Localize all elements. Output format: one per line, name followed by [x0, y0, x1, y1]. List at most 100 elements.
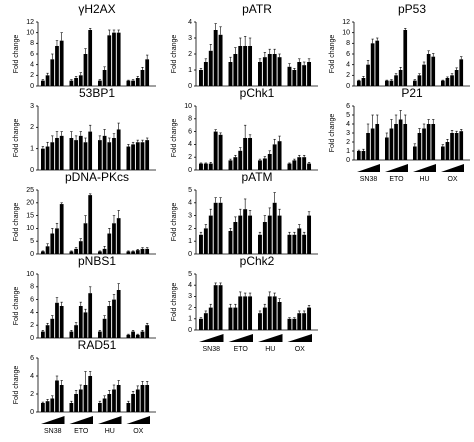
bar — [292, 160, 297, 170]
dose-wedge — [413, 164, 436, 172]
bar — [213, 131, 218, 170]
bar — [292, 234, 297, 254]
group-label: ETO — [74, 428, 89, 435]
bar — [98, 140, 102, 170]
y-tick-label: 6 — [30, 355, 34, 362]
bar — [431, 56, 436, 86]
dose-wedge — [199, 334, 224, 342]
y-tick-label: 10 — [26, 30, 34, 37]
bar — [102, 248, 107, 254]
bar — [248, 296, 253, 330]
bar — [145, 385, 150, 412]
bar — [131, 331, 135, 338]
bar — [357, 80, 361, 86]
dose-wedge — [385, 164, 408, 172]
bar — [267, 215, 272, 254]
bar — [88, 30, 93, 86]
bar — [135, 389, 140, 412]
bar — [50, 318, 55, 338]
bar — [238, 215, 243, 254]
bar — [199, 234, 203, 254]
bar — [262, 158, 267, 170]
group-label: SN38 — [360, 176, 378, 183]
bar — [307, 307, 312, 330]
panel-title: γH2AX — [78, 2, 115, 16]
bar — [140, 70, 145, 86]
bar — [140, 142, 145, 170]
y-tick-label: 0 — [346, 157, 350, 164]
bar — [403, 30, 408, 86]
y-axis-label: Fold change — [329, 114, 336, 153]
bar — [145, 140, 150, 170]
bar — [203, 62, 208, 86]
bar — [69, 403, 74, 412]
bar — [88, 293, 93, 338]
bar — [69, 331, 74, 338]
bar — [262, 57, 267, 86]
bar — [277, 141, 282, 170]
bar — [361, 151, 366, 160]
bar — [107, 394, 112, 412]
bar — [445, 78, 450, 86]
bar — [50, 59, 55, 86]
y-tick-label: 0 — [188, 167, 192, 174]
bar — [55, 46, 59, 86]
bar — [450, 133, 454, 160]
y-tick-label: 0 — [346, 83, 350, 90]
bar — [126, 334, 131, 338]
bar — [78, 75, 83, 86]
group-label: OX — [295, 346, 305, 353]
y-tick-label: 0 — [188, 251, 192, 258]
bar — [417, 133, 422, 160]
y-tick-label: 12 — [342, 19, 350, 26]
bar — [74, 248, 78, 254]
bar — [238, 296, 243, 330]
bar — [131, 251, 135, 254]
bar — [394, 75, 398, 86]
group-label: SN38 — [202, 346, 220, 353]
bar — [88, 376, 93, 412]
y-axis-label: Fold change — [171, 203, 178, 242]
y-tick-label: 0 — [188, 327, 192, 334]
y-tick-label: 4 — [30, 62, 34, 69]
y-tick-label: 2 — [30, 124, 34, 131]
bar — [287, 318, 292, 330]
bar — [59, 306, 64, 338]
bar — [213, 202, 218, 254]
y-tick-label: 25 — [26, 187, 34, 194]
bar — [422, 64, 426, 86]
y-tick-label: 4 — [188, 200, 192, 207]
bar — [203, 163, 208, 170]
bar — [59, 204, 64, 254]
panel-title: pNBS1 — [78, 254, 116, 268]
bar — [116, 290, 121, 338]
bar — [208, 307, 213, 330]
group-label: HU — [265, 346, 275, 353]
bar — [218, 34, 223, 86]
bar — [135, 142, 140, 170]
y-tick-label: 4 — [188, 282, 192, 289]
y-tick-label: 8 — [188, 116, 192, 123]
y-tick-label: 12 — [26, 19, 34, 26]
bar — [55, 228, 59, 254]
bar — [59, 385, 64, 412]
bar — [88, 131, 93, 170]
y-tick-label: 2 — [188, 225, 192, 232]
dose-wedge — [441, 164, 464, 172]
y-axis-label: Fold change — [329, 35, 336, 74]
bar — [413, 80, 417, 86]
bar — [413, 146, 417, 160]
bar — [213, 30, 218, 86]
bar — [426, 124, 431, 160]
bar — [277, 57, 282, 86]
bar — [59, 40, 64, 86]
panel-title: pATM — [241, 170, 272, 184]
bar — [243, 46, 248, 86]
bar — [431, 124, 436, 160]
y-tick-label: 3 — [346, 130, 350, 137]
y-tick-label: 6 — [188, 128, 192, 135]
bar — [59, 135, 64, 170]
bar — [426, 54, 431, 86]
bar — [375, 40, 380, 86]
bar — [272, 144, 277, 170]
